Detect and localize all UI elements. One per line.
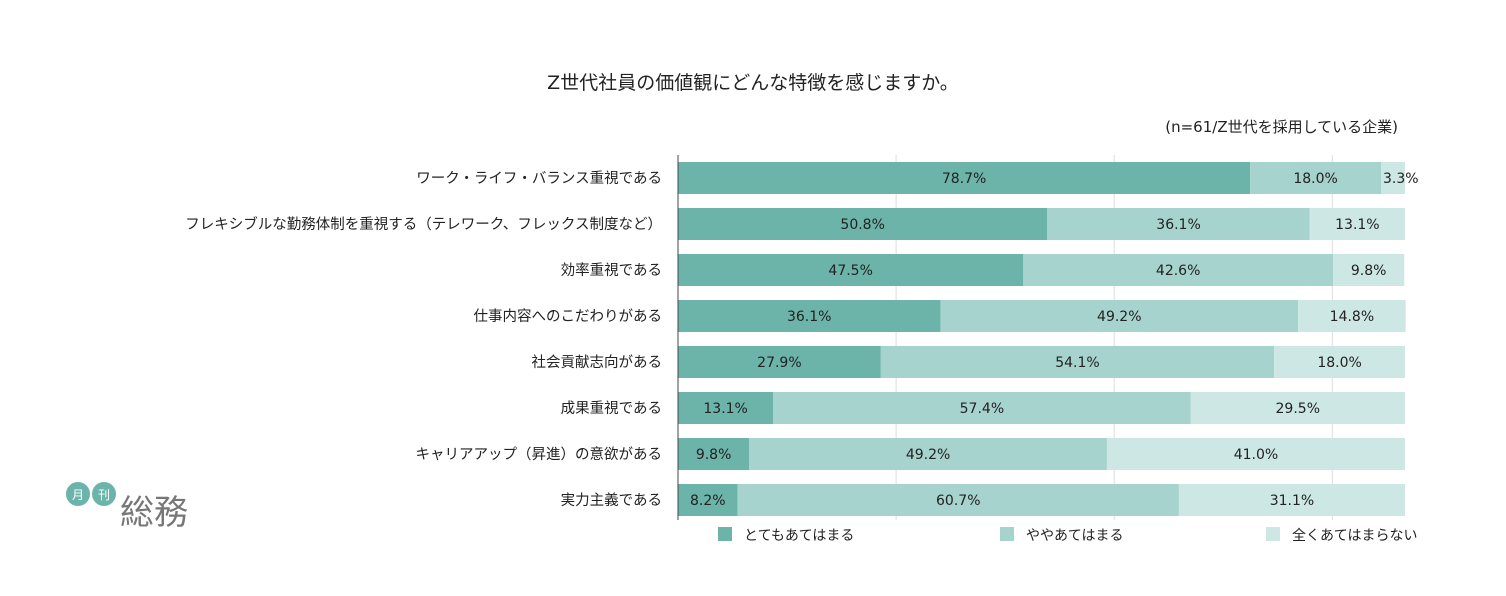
bar-segment [678,162,1251,194]
bar-segment [1047,208,1310,240]
category-label: ワーク・ライフ・バランス重視である [416,170,662,187]
category-label: 仕事内容へのこだわりがある [474,308,663,325]
category-label: 社会貢献志向がある [532,354,663,371]
bar-segment [749,438,1107,470]
bar-segment [1298,300,1406,332]
data-label: 49.2% [1097,309,1141,325]
svg-text:刊: 刊 [98,488,110,502]
chart-title: Z世代社員の価値観にどんな特徴を感じますか。 [547,72,959,94]
bar-segment [678,208,1048,240]
bar-segment [1274,346,1405,378]
category-label: 効率重視である [561,262,662,279]
data-label: 9.8% [696,447,732,463]
data-label: 18.0% [1293,171,1337,187]
legend-label: 全くあてはまらない [1292,527,1417,544]
data-label: 18.0% [1317,355,1361,371]
category-label: 成果重視である [561,400,662,417]
data-label: 3.3% [1383,171,1419,187]
data-label: 36.1% [1156,217,1200,233]
legend-swatch [1266,527,1280,541]
data-label: 27.9% [757,355,801,371]
data-label: 78.7% [942,171,986,187]
data-label: 14.8% [1330,309,1374,325]
data-label: 13.1% [1335,217,1379,233]
bar-segment [880,346,1275,378]
data-label: 13.1% [703,401,747,417]
bar-segment [1333,254,1405,286]
bar-segment [773,392,1191,424]
data-label: 49.2% [906,447,950,463]
category-label: フレキシブルな勤務体制を重視する（テレワーク、フレックス制度など） [185,215,662,233]
bar-segment [678,484,738,516]
bar-segment [1381,162,1405,194]
data-label: 36.1% [787,309,831,325]
data-label: 9.8% [1351,263,1387,279]
bar-segment [678,392,774,424]
data-label: 41.0% [1234,447,1278,463]
data-label: 57.4% [960,401,1004,417]
data-label: 47.5% [828,263,872,279]
data-label: 29.5% [1276,401,1320,417]
data-label: 50.8% [840,217,884,233]
svg-text:月: 月 [72,488,84,502]
bar-segment [678,346,881,378]
bar-segment [940,300,1299,332]
data-label: 60.7% [936,493,980,509]
category-label: キャリアアップ（昇進）の意欲がある [416,445,663,463]
data-label: 8.2% [690,493,726,509]
bar-segment [1190,392,1405,424]
chart-subtitle: (n=61/Z世代を採用している企業) [1165,118,1398,136]
category-label: 実力主義である [561,492,662,509]
bar-segment [678,254,1024,286]
data-label: 31.1% [1270,493,1314,509]
bar-segment [1250,162,1382,194]
legend-label: ややあてはまる [1026,528,1123,544]
bar-segment [1023,254,1334,286]
data-label: 54.1% [1055,355,1099,371]
legend-swatch [1000,527,1014,541]
bar-segment [737,484,1179,516]
bar-segment [1178,484,1405,516]
legend-label: とてもあてはまる [744,528,854,544]
data-label: 42.6% [1156,263,1200,279]
svg-text:総務: 総務 [120,493,188,532]
bar-segment [678,300,941,332]
legend-swatch [718,527,732,541]
bar-segment [1106,438,1405,470]
bar-segment [678,438,750,470]
logo: 月 刊 総務 [66,482,188,532]
bar-segment [1309,208,1405,240]
